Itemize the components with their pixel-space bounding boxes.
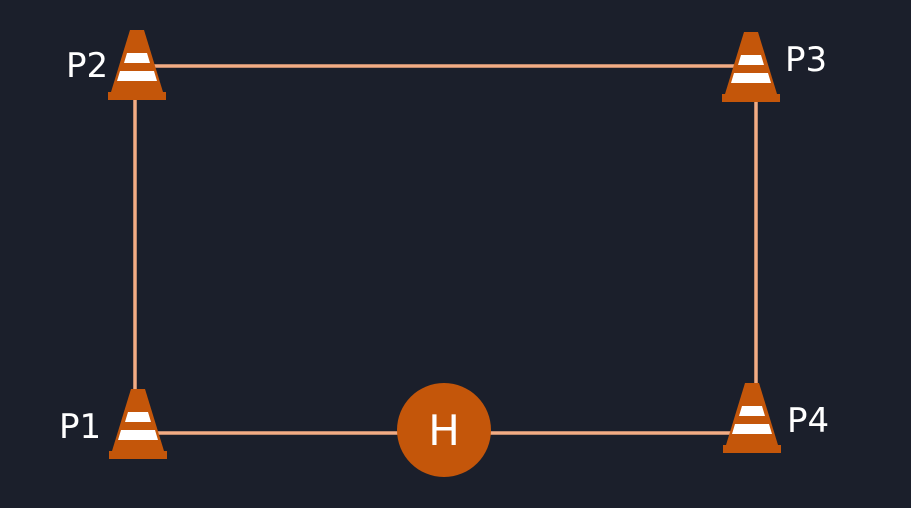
traffic-cone-icon <box>722 32 780 102</box>
waypoint-label-p4: P4 <box>787 401 830 441</box>
home-marker <box>397 383 491 477</box>
waypoint-label-p3: P3 <box>785 40 828 80</box>
waypoint-label-p1: P1 <box>59 407 102 447</box>
traffic-cone-icon <box>109 389 167 459</box>
traffic-cone-icon <box>723 383 781 453</box>
waypoint-label-p2: P2 <box>66 46 109 86</box>
traffic-cone-icon <box>108 30 166 100</box>
home-label: H <box>428 406 460 455</box>
